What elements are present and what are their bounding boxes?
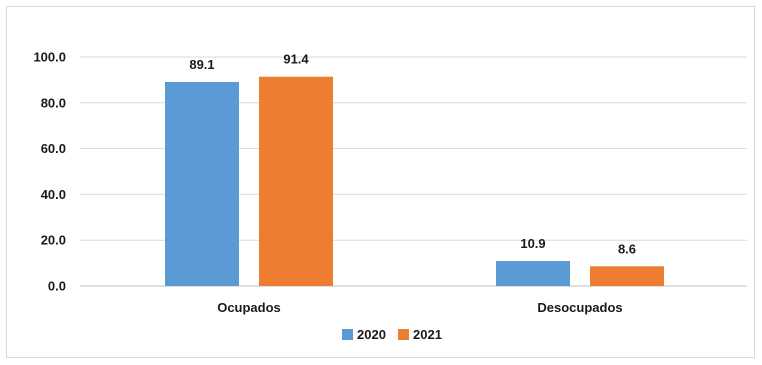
y-tick-label: 40.0 — [41, 187, 66, 202]
bar-2020-ocupados — [165, 81, 239, 286]
y-tick-label: 0.0 — [48, 279, 66, 294]
bar-2021-ocupados — [259, 76, 333, 286]
y-tick-label: 60.0 — [41, 141, 66, 156]
data-label: 91.4 — [283, 52, 309, 67]
data-label: 10.9 — [520, 236, 545, 251]
legend-label-2020: 2020 — [357, 327, 386, 342]
y-tick-label: 20.0 — [41, 233, 66, 248]
y-tick-label: 100.0 — [33, 50, 66, 65]
x-category-label: Desocupados — [537, 300, 622, 315]
bar-2021-desocupados — [590, 266, 664, 286]
y-tick-label: 80.0 — [41, 95, 66, 110]
legend-swatch-2020 — [342, 329, 353, 340]
x-category-label: Ocupados — [217, 300, 281, 315]
chart-frame — [6, 6, 755, 358]
data-label: 89.1 — [189, 57, 214, 72]
bar-2020-desocupados — [496, 261, 570, 286]
legend-label-2021: 2021 — [413, 327, 442, 342]
legend-swatch-2021 — [398, 329, 409, 340]
data-label: 8.6 — [618, 241, 636, 256]
